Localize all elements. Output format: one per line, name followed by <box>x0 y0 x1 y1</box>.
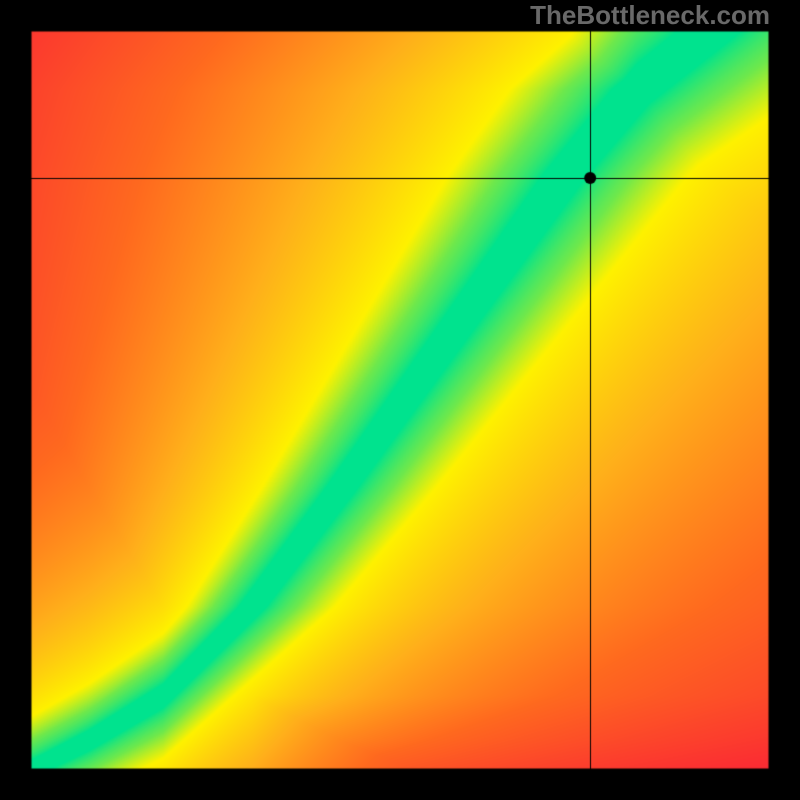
watermark-text: TheBottleneck.com <box>530 0 770 31</box>
crosshair-overlay <box>0 0 800 800</box>
